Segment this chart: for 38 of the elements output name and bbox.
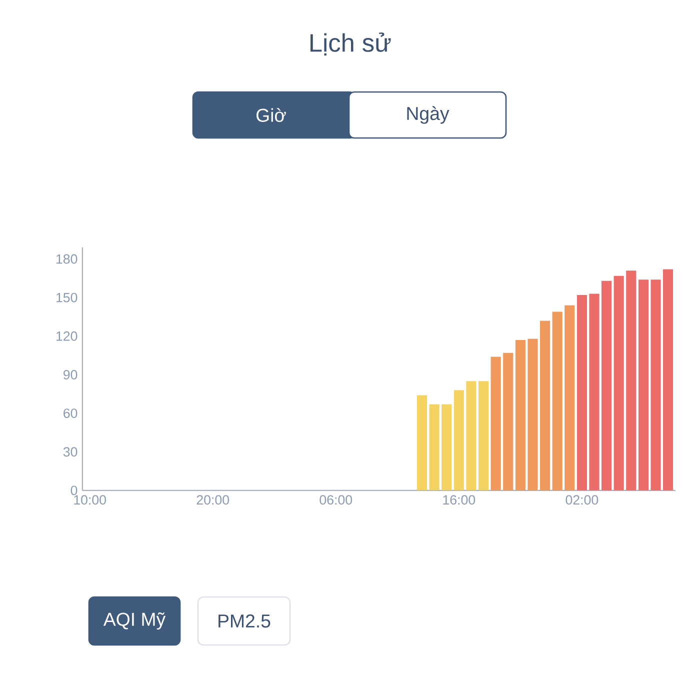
bar <box>528 338 538 490</box>
bar <box>589 294 600 490</box>
y-tick-label: 90 <box>64 370 78 380</box>
x-tick-label: 10:00 <box>74 495 106 505</box>
bar <box>638 280 648 490</box>
x-tick-label: 02:00 <box>566 495 598 505</box>
y-tick-label: 0 <box>70 486 78 496</box>
bar <box>663 269 674 490</box>
bar <box>503 352 514 490</box>
bar <box>454 390 464 490</box>
text: AQI Mỹ <box>103 612 166 630</box>
y-tick-label: 150 <box>56 292 78 302</box>
bar <box>429 404 440 490</box>
bar <box>466 381 476 490</box>
bar <box>442 404 452 490</box>
bar <box>626 270 636 490</box>
bar <box>564 305 575 490</box>
bar <box>540 320 550 490</box>
text: Giờ <box>256 108 286 122</box>
bar <box>576 294 587 490</box>
x-tick-label: 20:00 <box>196 495 230 505</box>
bar <box>478 381 489 490</box>
text: PM2.5 <box>218 614 270 628</box>
bar <box>515 340 526 490</box>
x-tick-label: 16:00 <box>443 495 476 505</box>
y-tick-label: 180 <box>56 254 78 264</box>
bar <box>650 280 661 490</box>
chart-title: Lịch sử <box>310 32 391 56</box>
bar <box>490 356 501 490</box>
y-tick-label: 30 <box>63 447 78 457</box>
bar <box>416 395 428 490</box>
bar <box>552 312 562 490</box>
bar <box>601 280 612 490</box>
y-tick-label: 60 <box>64 408 78 418</box>
y-tick-label: 120 <box>56 331 78 341</box>
x-tick-label: 06:00 <box>320 495 352 505</box>
bar <box>614 276 624 490</box>
text: Ngày <box>407 106 450 124</box>
